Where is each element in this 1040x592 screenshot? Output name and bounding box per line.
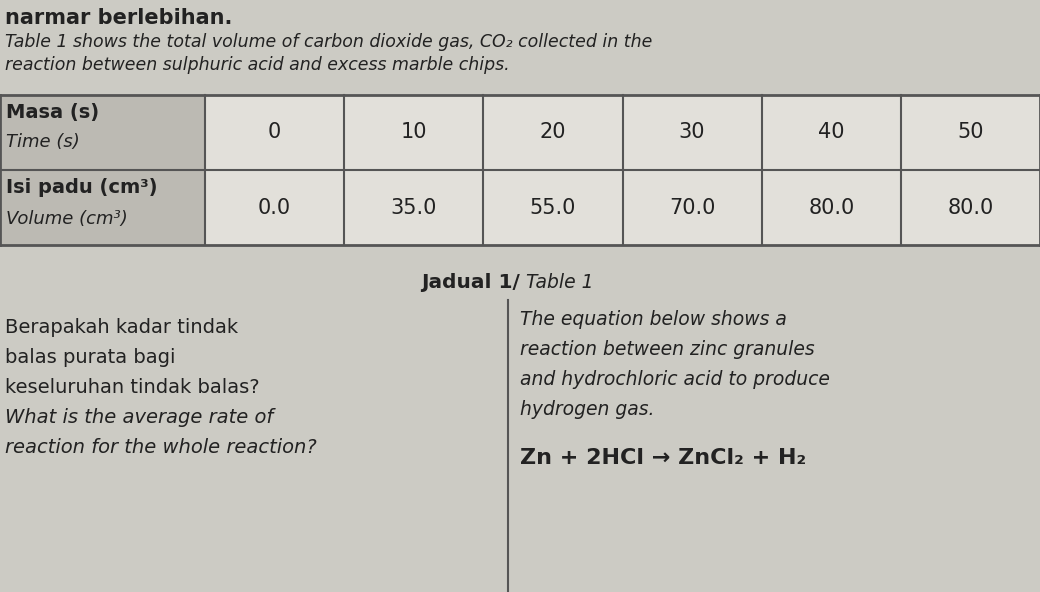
Text: Zn + 2HCl → ZnCl₂ + H₂: Zn + 2HCl → ZnCl₂ + H₂ [520, 448, 806, 468]
Text: narmar berlebihan.: narmar berlebihan. [5, 8, 232, 28]
Text: and hydrochloric acid to produce: and hydrochloric acid to produce [520, 370, 830, 389]
Bar [0, 95, 205, 245]
Text: 0: 0 [268, 123, 281, 143]
Text: Jadual 1/: Jadual 1/ [421, 273, 520, 292]
Text: 50: 50 [957, 123, 984, 143]
Text: 70.0: 70.0 [669, 198, 716, 217]
Bar [0, 95, 1040, 245]
Text: Table 1 shows the total volume of carbon dioxide gas, CO₂ collected in the: Table 1 shows the total volume of carbon… [5, 33, 652, 51]
Text: reaction between sulphuric acid and excess marble chips.: reaction between sulphuric acid and exce… [5, 56, 510, 74]
Text: Isi padu (cm³): Isi padu (cm³) [6, 178, 157, 197]
Text: 40: 40 [818, 123, 844, 143]
Text: 55.0: 55.0 [529, 198, 576, 217]
Text: reaction between zinc granules: reaction between zinc granules [520, 340, 814, 359]
Text: 35.0: 35.0 [391, 198, 437, 217]
Text: 0.0: 0.0 [258, 198, 291, 217]
Text: The equation below shows a: The equation below shows a [520, 310, 787, 329]
Text: 80.0: 80.0 [947, 198, 993, 217]
Text: keseluruhan tindak balas?: keseluruhan tindak balas? [5, 378, 260, 397]
Text: 30: 30 [679, 123, 705, 143]
Text: Time (s): Time (s) [6, 133, 80, 151]
Text: reaction for the whole reaction?: reaction for the whole reaction? [5, 438, 317, 457]
Text: Volume (cm³): Volume (cm³) [6, 210, 128, 228]
Text: Masa (s): Masa (s) [6, 103, 99, 122]
Text: 80.0: 80.0 [808, 198, 855, 217]
Text: Table 1: Table 1 [520, 273, 594, 292]
Text: hydrogen gas.: hydrogen gas. [520, 400, 654, 419]
Text: balas purata bagi: balas purata bagi [5, 348, 176, 367]
Text: 20: 20 [540, 123, 566, 143]
Text: Berapakah kadar tindak: Berapakah kadar tindak [5, 318, 238, 337]
Text: 10: 10 [400, 123, 427, 143]
Text: What is the average rate of: What is the average rate of [5, 408, 274, 427]
